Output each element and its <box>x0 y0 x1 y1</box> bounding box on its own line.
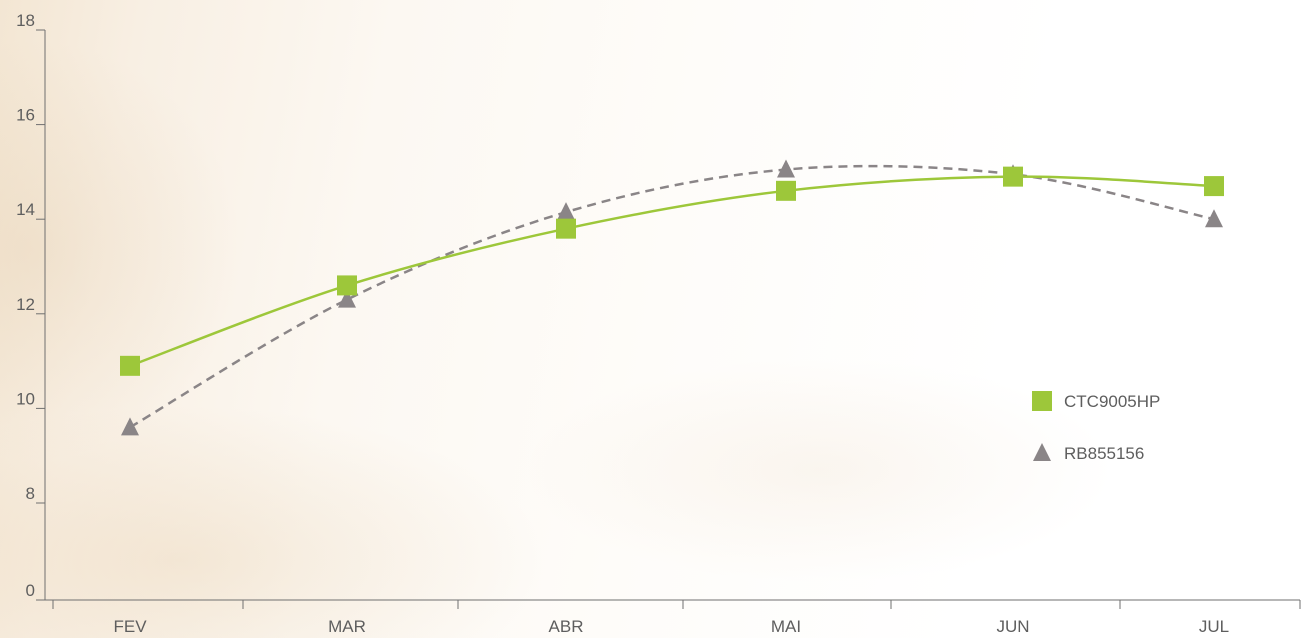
x-tick-label: JUL <box>1199 617 1229 636</box>
legend: CTC9005HP RB855156 <box>1032 391 1160 463</box>
series-line <box>129 175 1215 368</box>
legend-square-icon <box>1032 391 1052 411</box>
x-tick-label: FEV <box>113 617 147 636</box>
data-point-marker <box>338 289 356 308</box>
data-point-marker <box>556 218 576 239</box>
y-tick-label: 0 <box>26 581 35 600</box>
x-tick-label: JUN <box>996 617 1029 636</box>
axes: 0 8 10 12 14 16 18 FEV MAR ABR MAI JUN JUL <box>16 11 1301 636</box>
legend-item: RB855156 <box>1033 443 1144 463</box>
data-point-marker <box>120 355 140 376</box>
data-point-marker <box>557 202 575 221</box>
y-tick-label: 12 <box>16 295 35 314</box>
data-point-marker <box>337 275 357 296</box>
y-tick-label: 18 <box>16 11 35 30</box>
y-tick-label: 16 <box>16 106 35 125</box>
data-point-marker <box>777 159 795 178</box>
data-point-marker <box>121 417 139 436</box>
data-point-marker <box>1205 209 1223 228</box>
series-group <box>120 159 1224 436</box>
legend-label: CTC9005HP <box>1064 392 1160 411</box>
x-tick-label: MAR <box>328 617 366 636</box>
x-tick-label: ABR <box>549 617 584 636</box>
legend-item: CTC9005HP <box>1032 391 1160 411</box>
data-point-marker <box>776 180 796 201</box>
data-point-marker <box>1204 176 1224 197</box>
data-point-marker <box>1003 166 1023 187</box>
series-rb855156 <box>121 159 1223 436</box>
y-tick-label: 10 <box>16 389 35 408</box>
series-ctc9005hp <box>120 166 1224 376</box>
legend-triangle-icon <box>1033 443 1051 461</box>
y-tick-label: 8 <box>26 484 35 503</box>
series-line <box>129 164 1215 429</box>
y-tick-label: 14 <box>16 200 35 219</box>
legend-label: RB855156 <box>1064 444 1144 463</box>
x-tick-label: MAI <box>771 617 801 636</box>
